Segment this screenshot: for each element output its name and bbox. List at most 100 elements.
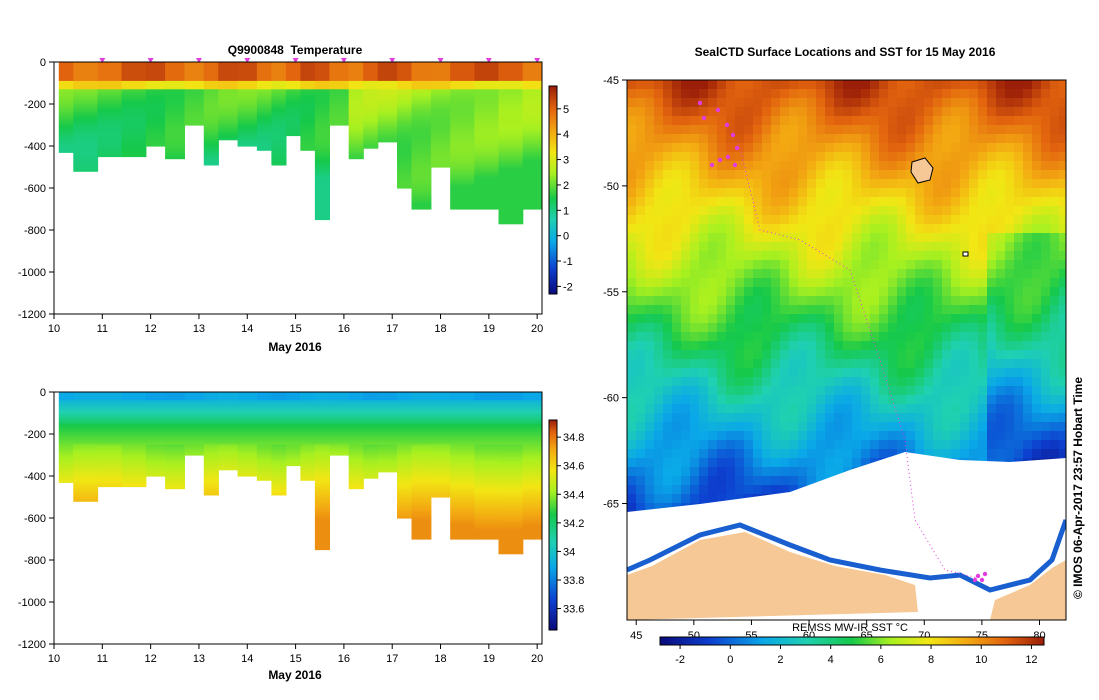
heatmap-cell (329, 116, 350, 120)
heatmap-cell (203, 114, 219, 118)
heatmap-cell (329, 406, 350, 410)
heatmap-cell (285, 108, 301, 111)
heatmap-cell (411, 440, 432, 443)
sst-cell (978, 341, 988, 351)
heatmap-cell (348, 62, 364, 65)
sst-cell (753, 332, 763, 342)
heatmap-cell (522, 484, 542, 488)
sst-cell (888, 152, 898, 162)
heatmap-cell (58, 463, 74, 467)
heatmap-cell (121, 62, 147, 65)
heatmap-cell (271, 410, 287, 414)
sst-cell (996, 350, 1006, 360)
heatmap-cell (300, 396, 316, 399)
heatmap-cell (271, 476, 287, 479)
heatmap-cell (522, 143, 542, 147)
heatmap-cell (145, 62, 166, 65)
sst-cell (645, 197, 655, 207)
heatmap-cell (498, 158, 524, 162)
heatmap-cell (203, 78, 219, 82)
heatmap-cell (237, 398, 258, 401)
heatmap-cell (450, 459, 475, 462)
heatmap-cell (522, 515, 542, 519)
sst-cell (978, 368, 988, 378)
sst-cell (879, 314, 889, 324)
sst-cell (1041, 179, 1051, 189)
sst-cell (924, 143, 934, 153)
heatmap-cell (430, 127, 451, 130)
heatmap-cell (411, 400, 432, 404)
heatmap-cell (256, 125, 272, 128)
sst-cell (825, 170, 835, 180)
heatmap-cell (498, 76, 524, 80)
sst-cell (663, 332, 673, 342)
sst-cell (879, 89, 889, 99)
sst-cell (1005, 287, 1015, 297)
sst-cell (888, 278, 898, 288)
heatmap-cell (363, 394, 379, 397)
sst-cell (897, 143, 907, 153)
heatmap-cell (411, 76, 432, 80)
sst-cell (861, 296, 871, 306)
sst-cell (1041, 224, 1051, 234)
heatmap-cell (203, 438, 219, 441)
heatmap-cell (300, 444, 316, 448)
sst-cell (942, 251, 952, 261)
heatmap-cell (145, 459, 166, 462)
heatmap-cell (145, 425, 166, 429)
heatmap-cell (97, 463, 123, 467)
sst-cell (762, 404, 772, 414)
heatmap-cell (314, 438, 330, 441)
heatmap-cell (165, 444, 185, 448)
sst-cell (717, 341, 727, 351)
sst-cell (1050, 134, 1060, 144)
heatmap-cell (450, 108, 475, 111)
heatmap-cell (348, 106, 364, 109)
heatmap-cell (256, 78, 272, 82)
heatmap-cell (498, 425, 524, 429)
heatmap-cell (285, 72, 301, 76)
sst-cell (996, 161, 1006, 171)
heatmap-cell (363, 455, 379, 458)
heatmap-cell (218, 108, 239, 111)
heatmap-cell (145, 402, 166, 406)
sst-cell (762, 107, 772, 117)
sst-cell (915, 377, 925, 387)
heatmap-cell (145, 404, 166, 408)
heatmap-cell (256, 137, 272, 141)
sst-cell (663, 413, 673, 423)
sst-cell (1023, 134, 1033, 144)
heatmap-cell (58, 480, 74, 483)
heatmap-cell (184, 425, 205, 429)
heatmap-cell (348, 406, 364, 410)
heatmap-cell (377, 80, 398, 84)
sst-cell (726, 206, 736, 216)
heatmap-cell (58, 125, 74, 128)
heatmap-cell (522, 173, 542, 176)
heatmap-cell (218, 101, 239, 105)
heatmap-cell (73, 68, 99, 71)
heatmap-cell (474, 204, 500, 208)
heatmap-cell (256, 146, 272, 149)
heatmap-cell (314, 444, 330, 448)
sst-cell (996, 197, 1006, 207)
sst-cell (654, 332, 664, 342)
sst-cell (879, 197, 889, 207)
sst-cell (636, 179, 646, 189)
heatmap-cell (450, 139, 475, 143)
sst-cell (726, 350, 736, 360)
heatmap-cell (377, 450, 398, 454)
heatmap-cell (121, 473, 147, 477)
sst-cell (636, 269, 646, 279)
sst-cell (789, 332, 799, 342)
sst-cell (969, 224, 979, 234)
heatmap-cell (363, 473, 379, 477)
heatmap-cell (121, 141, 147, 145)
heatmap-cell (237, 392, 258, 395)
heatmap-cell (237, 68, 258, 71)
sst-cell (825, 116, 835, 126)
heatmap-cell (498, 396, 524, 399)
heatmap-cell (237, 434, 258, 437)
sst-cell (951, 80, 961, 90)
sst-cell (798, 359, 808, 369)
